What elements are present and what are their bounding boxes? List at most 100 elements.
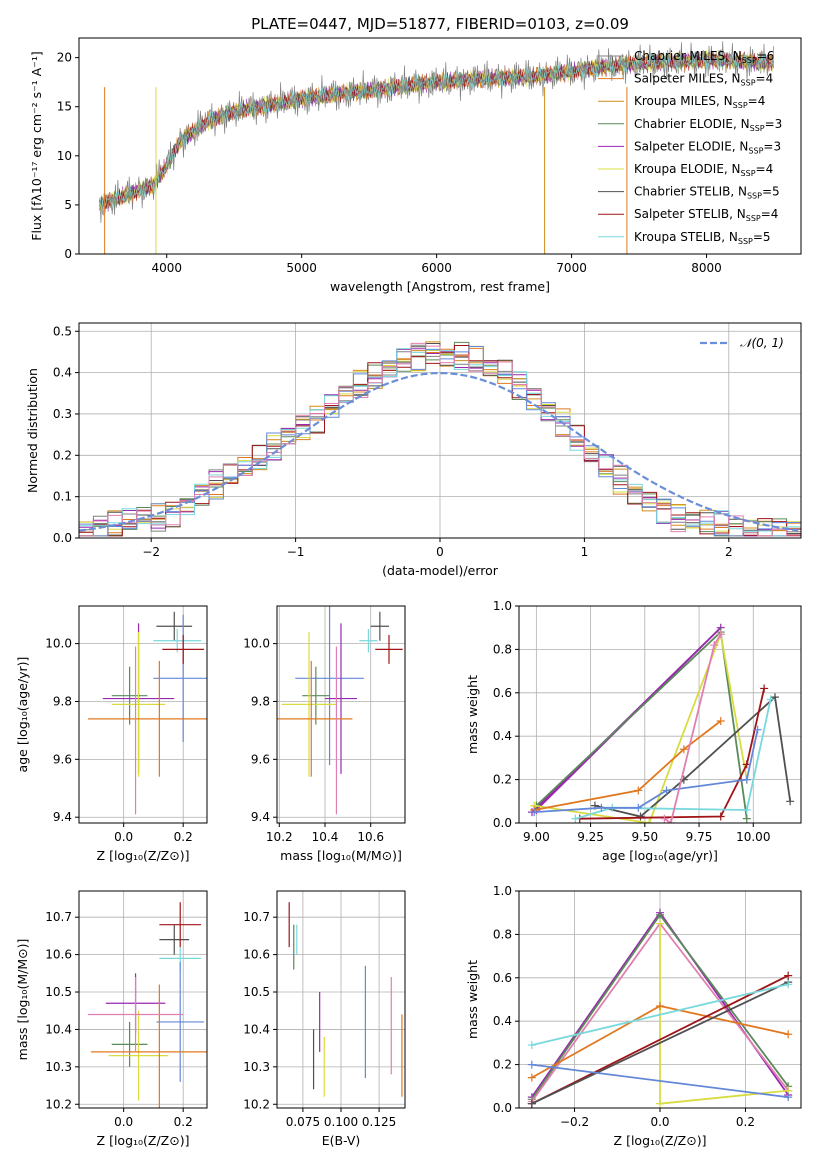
- panel-3: 10.2 10.4 10.6 9.4 9.6 9.8 10.0 mass [log₁₀(M/M…: [243, 605, 406, 863]
- y-tick-label: 9.8: [53, 694, 72, 708]
- axes-frame: [518, 605, 802, 824]
- legend-text: Kroupa MILES, N: [634, 94, 733, 108]
- x-tick-label: −2: [142, 545, 160, 559]
- legend-text: Salpeter ELODIE, N: [634, 139, 748, 153]
- y-tick-label: 9.4: [251, 810, 270, 824]
- x-tick-label: 0: [436, 545, 444, 559]
- weight-line-3: [534, 720, 722, 811]
- panel-4: 9.00 9.25 9.50 9.75 10.00 0.0 0.2 0.4 0.6 0.8 1.0 a…: [465, 599, 802, 863]
- x-tick-label: 10.00: [736, 830, 770, 844]
- y-tick-label: 0: [64, 247, 72, 261]
- legend-subscript: SSP: [746, 214, 761, 223]
- panel-6: 0.075 0.100 0.125 10.2 10.3 10.4 10.5 10.6 10.7 E…: [243, 890, 406, 1148]
- weight-line-6: [575, 699, 772, 820]
- plot-area: [98, 41, 775, 254]
- y-tick-label: 0.2: [493, 773, 512, 787]
- y-tick-label: 9.4: [53, 810, 72, 824]
- weight-marker: [645, 819, 654, 823]
- weight-marker: [786, 797, 795, 806]
- legend-label: Chabrier ELODIE, NSSP=3: [634, 117, 782, 133]
- legend-value: =4: [761, 207, 779, 221]
- panel-7: −0.2 0.0 0.2 0.0 0.2 0.4 0.6 0.8 1.0 Z [log₁₀(Z/Z…: [465, 884, 802, 1148]
- legend-subscript: SSP: [741, 169, 756, 178]
- weight-marker: [636, 812, 645, 821]
- x-tick-label: 9.25: [577, 830, 604, 844]
- weight-marker: [742, 775, 751, 784]
- spectrum-line-7: [98, 50, 774, 209]
- weight-marker: [784, 1093, 793, 1102]
- y-tick-label: 0.5: [53, 324, 72, 338]
- histogram-series-10: [79, 342, 801, 537]
- y-tick-label: 0.0: [53, 531, 72, 545]
- y-tick-label: 10.3: [243, 1060, 270, 1074]
- axes-frame: [78, 605, 208, 824]
- y-tick-label: 10.6: [45, 948, 72, 962]
- weight-marker: [742, 814, 751, 823]
- y-tick-label: 5: [64, 198, 72, 212]
- weight-line-7: [531, 983, 789, 1046]
- weight-line-7: [534, 729, 759, 813]
- y-axis-label: mass [log₁₀(M/M⊙)]: [15, 939, 30, 1061]
- x-tick-label: 8000: [691, 261, 722, 275]
- y-tick-label: 10.7: [45, 910, 72, 924]
- weight-marker: [527, 1073, 536, 1082]
- weight-line-2: [534, 630, 748, 823]
- x-axis-label: Z [log₁₀(Z/Z⊙)]: [614, 1133, 707, 1148]
- y-tick-label: 10.3: [45, 1060, 72, 1074]
- weight-line-8: [663, 633, 722, 823]
- y-tick-label: 0.3: [53, 407, 72, 421]
- legend-label: Kroupa ELODIE, NSSP=4: [634, 162, 773, 178]
- x-tick-label: 5000: [286, 261, 317, 275]
- y-axis-label: age [log₁₀(age/yr)]: [15, 657, 30, 773]
- x-axis-label: (data-model)/error: [382, 563, 499, 578]
- weight-line-4: [594, 695, 792, 818]
- y-tick-label: 10.0: [243, 637, 270, 651]
- weight-marker: [597, 803, 606, 812]
- plot-area: [79, 341, 801, 537]
- x-tick-label: 9.50: [631, 830, 658, 844]
- weight-marker: [784, 1030, 793, 1039]
- y-tick-label: 10: [57, 149, 72, 163]
- weight-marker: [656, 919, 664, 928]
- weight-marker: [530, 808, 539, 817]
- y-tick-label: 10.4: [243, 1022, 270, 1036]
- legend-label: Chabrier STELIB, NSSP=5: [634, 185, 780, 201]
- weight-marker: [742, 805, 751, 814]
- x-tick-label: 6000: [421, 261, 452, 275]
- legend-text: Chabrier ELODIE, N: [634, 117, 750, 131]
- legend-value: =5: [753, 230, 771, 244]
- normal-curve: [79, 372, 799, 532]
- weight-marker: [656, 1002, 664, 1011]
- y-tick-label: 10.0: [45, 637, 72, 651]
- weight-marker: [527, 1060, 536, 1069]
- y-tick-label: 0.2: [53, 448, 72, 462]
- axes-frame: [78, 890, 208, 1109]
- weight-line-5: [579, 688, 765, 820]
- plot-area: [87, 611, 207, 815]
- legend-text: Salpeter STELIB, N: [634, 207, 746, 221]
- weight-marker: [679, 745, 688, 754]
- weight-marker: [753, 725, 762, 734]
- legend-text: Chabrier STELIB, N: [634, 185, 747, 199]
- y-tick-label: 0.6: [493, 971, 512, 985]
- y-tick-label: 0.0: [493, 1101, 512, 1115]
- weight-line-8: [531, 1063, 789, 1099]
- weight-marker: [716, 812, 725, 821]
- weight-marker: [770, 693, 779, 702]
- spectrum-line-0: [98, 41, 775, 223]
- x-tick-label: 0.2: [174, 830, 193, 844]
- plot-area: [288, 902, 403, 1097]
- legend-label: Chabrier MILES, NSSP=6: [634, 49, 774, 65]
- legend-value: =4: [748, 94, 766, 108]
- y-tick-label: 0.6: [493, 686, 512, 700]
- y-tick-label: 10.7: [243, 910, 270, 924]
- y-tick-label: 0.4: [53, 366, 72, 380]
- weight-marker: [666, 819, 675, 823]
- legend-subscript: SSP: [741, 79, 756, 88]
- weight-marker: [634, 786, 643, 795]
- legend-label: 𝒩(0, 1): [740, 336, 784, 350]
- plot-area: [528, 623, 795, 823]
